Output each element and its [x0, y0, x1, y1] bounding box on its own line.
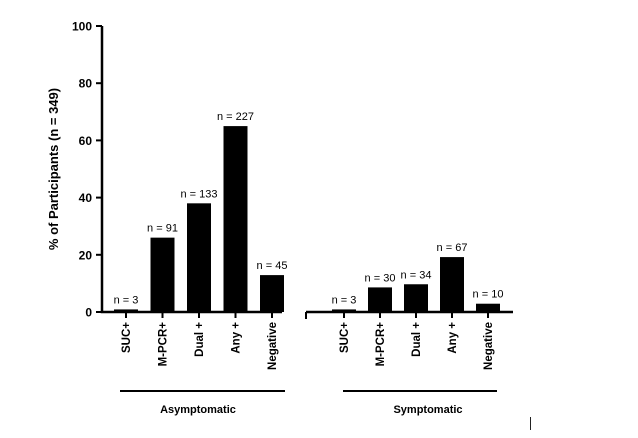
bar	[260, 275, 284, 312]
bar	[114, 309, 138, 312]
bar	[223, 126, 248, 312]
bar-data-label: n = 34	[401, 269, 432, 281]
category-label: Negative	[483, 322, 495, 370]
category-label: Negative	[267, 322, 279, 370]
y-axis: 0 20 40 60 80 100 % of Participants (n = 349)	[46, 20, 104, 320]
category-label: M-PCR+	[375, 322, 387, 367]
category-label: Dual +	[194, 322, 206, 357]
y-tick-label: 0	[85, 306, 92, 320]
text-cursor	[530, 417, 531, 430]
bar-data-label: n = 91	[147, 223, 178, 235]
bar-data-label: n = 30	[365, 272, 396, 284]
bar	[187, 203, 211, 312]
group-label: Asymptomatic	[160, 404, 236, 416]
bar	[476, 303, 500, 312]
y-tick-label: 60	[79, 134, 93, 148]
category-label: M-PCR+	[158, 322, 170, 367]
bar	[368, 287, 392, 312]
bar	[332, 309, 356, 312]
bar-data-label: n = 67	[437, 242, 468, 254]
bars: n = 3 SUC+ n = 91 M-PCR+ n = 133 Dual + n = 22…	[114, 111, 504, 370]
bar	[440, 257, 464, 312]
category-label: Dual +	[411, 322, 423, 357]
y-tick-label: 80	[79, 77, 93, 91]
group-label: Symptomatic	[393, 404, 462, 416]
bar-data-label: n = 45	[257, 260, 288, 272]
y-tick-label: 20	[79, 248, 93, 262]
bar	[404, 284, 428, 312]
y-tick-label: 100	[72, 20, 92, 34]
category-label: SUC+	[339, 322, 351, 353]
y-ticks: 0 20 40 60 80 100	[72, 20, 102, 320]
bar-data-label: n = 3	[114, 294, 139, 306]
y-axis-label: % of Participants (n = 349)	[46, 88, 61, 250]
group-labels: Asymptomatic Symptomatic	[120, 390, 497, 416]
category-label: Any +	[447, 322, 459, 354]
category-label: Any +	[231, 322, 243, 354]
bar-data-label: n = 10	[473, 289, 504, 301]
y-tick-label: 40	[79, 191, 93, 205]
category-label: SUC+	[121, 322, 133, 353]
bar-data-label: n = 3	[332, 294, 357, 306]
bar-data-label: n = 133	[180, 188, 217, 200]
bar-data-label: n = 227	[217, 111, 254, 123]
bar	[150, 237, 175, 312]
